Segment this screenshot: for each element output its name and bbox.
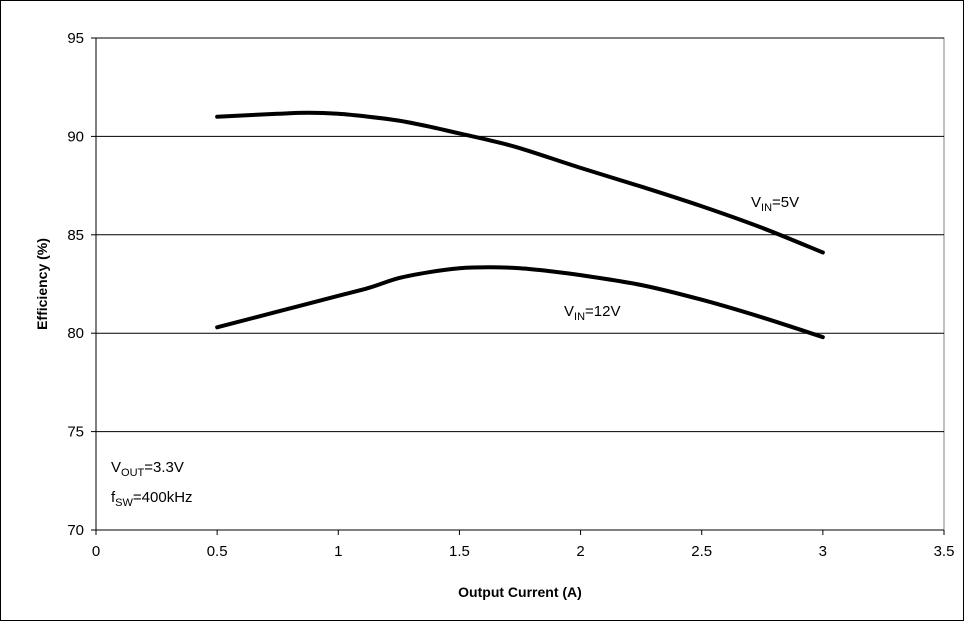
series-line-0	[215, 110, 825, 255]
x-tick-label-3: 1.5	[449, 543, 470, 560]
y-tick-labels: 70 75 80 85 90 95	[67, 30, 84, 539]
plot-area-border	[95, 37, 945, 531]
annotation-vout: VOUT=3.3V	[111, 459, 184, 479]
x-tick-labels: 0 0.5 1 1.5 2 2.5 3 3.5	[92, 543, 955, 560]
x-tick-label-2: 1	[334, 543, 342, 560]
x-axis-title: Output Current (A)	[458, 584, 582, 600]
x-tick-label-4: 2	[576, 543, 584, 560]
y-tick-label-3: 85	[67, 227, 84, 244]
axes	[91, 37, 945, 535]
y-tick-label-1: 75	[67, 424, 84, 441]
x-tick-label-0: 0	[92, 543, 100, 560]
y-tick-label-5: 95	[67, 30, 84, 47]
y-tick-label-4: 90	[67, 128, 84, 145]
annotation-fsw: fSW=400kHz	[111, 489, 193, 509]
y-tick-label-0: 70	[67, 522, 84, 539]
x-tick-label-1: 0.5	[207, 543, 228, 560]
series-lines	[215, 110, 825, 340]
y-axis-title: Efficiency (%)	[34, 238, 50, 330]
series-line-1	[215, 265, 825, 340]
series-label-vin-5v: VIN=5V	[751, 194, 799, 214]
series-label-vin-12v: VIN=12V	[564, 303, 620, 323]
y-tick-label-2: 80	[67, 325, 84, 342]
x-tick-label-7: 3.5	[934, 543, 955, 560]
x-tick-label-6: 3	[819, 543, 827, 560]
gridlines	[95, 37, 945, 531]
x-tick-label-5: 2.5	[691, 543, 712, 560]
